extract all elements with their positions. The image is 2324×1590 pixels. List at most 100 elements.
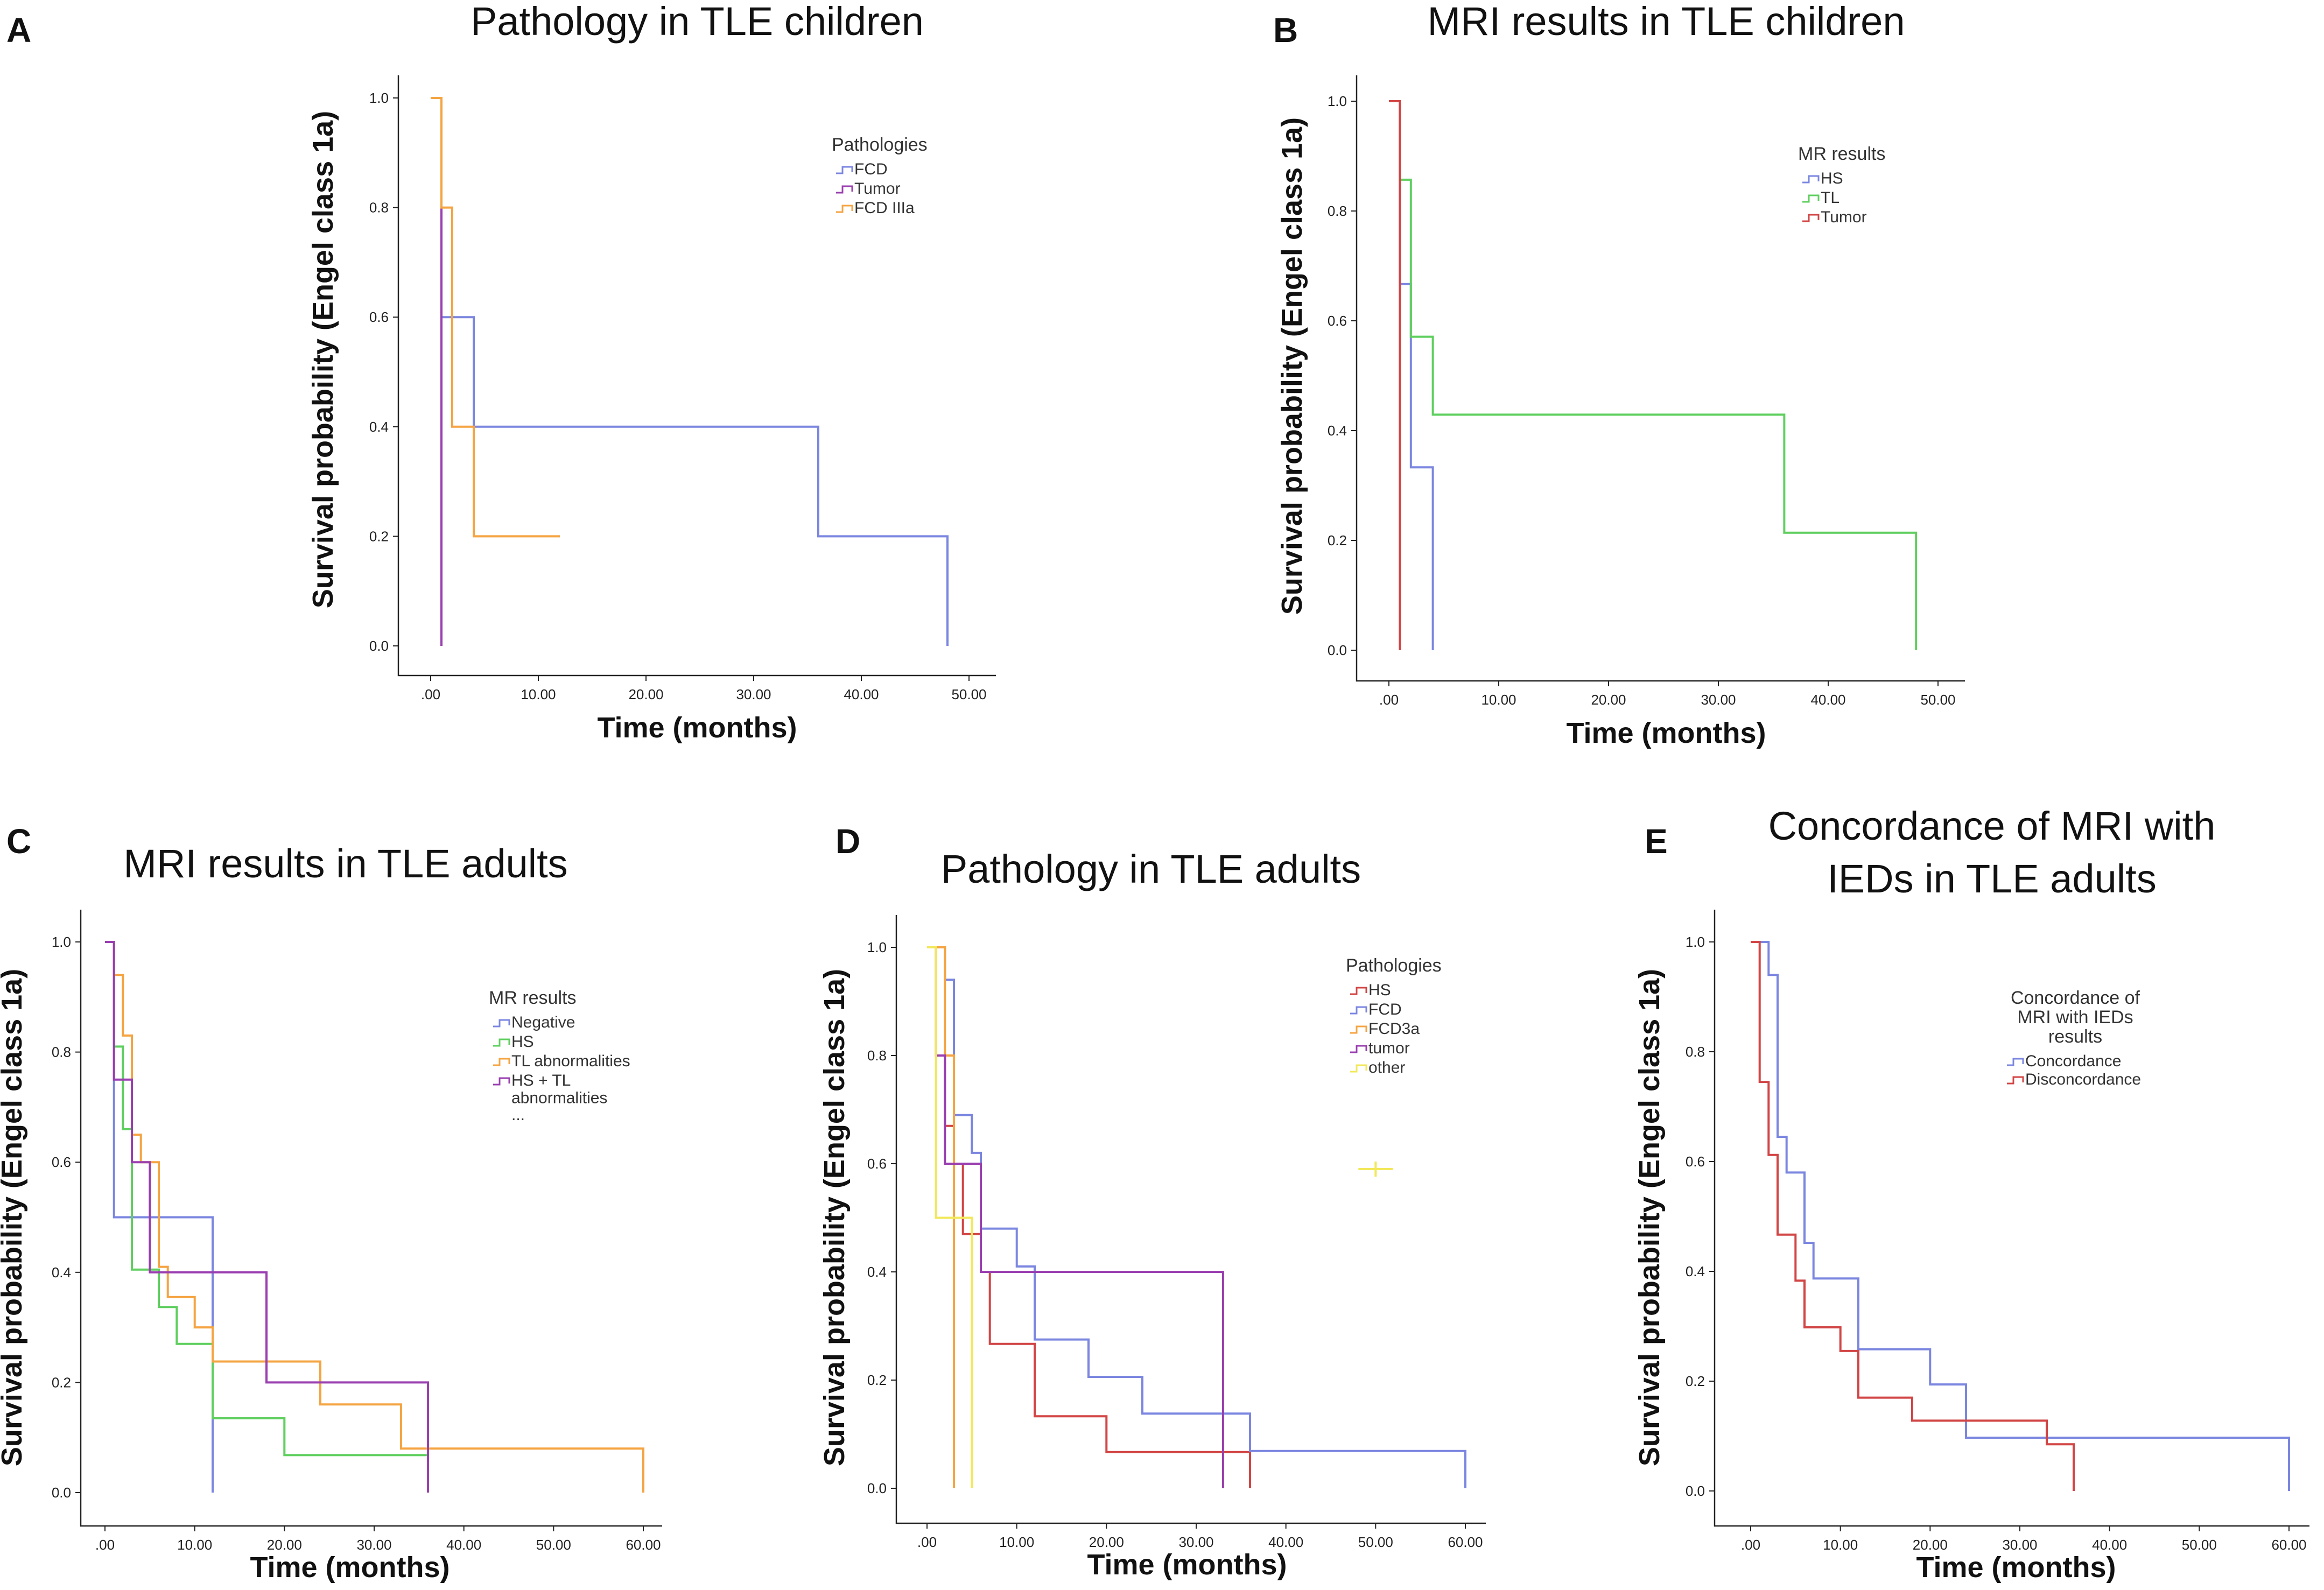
x-tick-label-a: 30.00 [736,686,771,702]
x-tick-label-c: .00 [95,1537,115,1553]
x-tick-label-d: 60.00 [1448,1534,1483,1550]
x-tick-label-d: 50.00 [1358,1534,1393,1550]
legend-swatch-d-fcd3a [1350,1025,1367,1034]
x-tick-label-c: 20.00 [267,1537,302,1553]
legend-title-e: results [2048,1026,2102,1047]
y-tick-label-d: 0.4 [867,1264,887,1280]
x-tick-label-b: 20.00 [1591,692,1626,708]
panel-label-e: E [1645,822,1668,861]
y-tick-label-a: 0.6 [369,309,389,325]
chart-title-d: Pathology in TLE adults [941,847,1361,891]
y-tick-label-d: 0.6 [867,1156,887,1172]
series-line-d-other [927,946,973,1488]
y-tick-label-a: 0.8 [369,200,389,216]
y-tick-label-e: 0.4 [1686,1263,1705,1279]
x-tick-label-d: 40.00 [1268,1534,1303,1550]
legend-label-d-hs: HS [1368,981,1391,999]
x-tick-label-b: 10.00 [1481,692,1516,708]
x-tick-label-c: 30.00 [356,1537,391,1553]
legend-title-c: MR results [489,988,576,1008]
x-tick-label-b: 30.00 [1701,692,1736,708]
y-tick-label-e: 1.0 [1686,934,1705,950]
y-tick-label-a: 0.2 [369,528,389,544]
legend-swatch-d-other [1350,1064,1367,1073]
y-axis-label-d: Survival probability (Engel class 1a) [818,969,851,1466]
y-tick-label-b: 0.4 [1328,423,1347,439]
x-axis-label-b: Time (months) [1566,717,1766,749]
axes-d [895,915,1486,1524]
series-line-c-tl-abnormalities [105,941,644,1493]
x-tick-label-e: 40.00 [2092,1537,2127,1553]
x-tick-label-d: 10.00 [999,1534,1034,1550]
x-tick-label-e: 20.00 [1913,1537,1948,1553]
x-tick-label-e: 10.00 [1823,1537,1858,1553]
series-line-d-fcd [927,946,1466,1488]
y-tick-label-c: 0.6 [52,1154,71,1170]
y-tick-label-a: 0.4 [369,419,389,435]
x-axis-label-c: Time (months) [250,1551,450,1584]
legend-label-d-fcd3a: FCD3a [1368,1020,1420,1038]
x-tick-label-e: 30.00 [2002,1537,2037,1553]
legend-more-c: ... [511,1106,525,1124]
panel-b: B MRI results in TLE children 0.0 0.2 0.4 0.6… [1273,0,1965,749]
y-tick-label-e: 0.6 [1686,1153,1705,1170]
series-line-e-concordance [1751,941,2290,1491]
legend-title-a: Pathologies [832,135,928,155]
x-tick-label-a: 10.00 [521,686,556,702]
legend-swatch-b-tl [1802,194,1820,203]
x-tick-label-a: .00 [421,686,440,702]
x-tick-label-e: .00 [1741,1537,1760,1553]
legend-label-d-other: other [1368,1059,1405,1077]
x-tick-label-b: 50.00 [1920,692,1955,708]
legend-swatch-c-tl-abnormalities [493,1058,510,1066]
y-tick-label-a: 0.0 [369,638,389,654]
panel-label-d: D [835,822,860,861]
chart-title-e-line-1: Concordance of MRI with [1768,804,2216,848]
panel-a: A Pathology in TLE children 0.0 0.2 0.4 0.6 0.… [6,0,996,744]
legend-label-b-hs: HS [1821,170,1843,187]
legend-swatch-b-hs [1802,175,1820,184]
legend-swatch-c-negative [493,1019,510,1028]
legend-label-a-fcd: FCD [854,160,888,178]
chart-title-a: Pathology in TLE children [471,0,924,44]
series-line-a-fcd-iiia [431,97,560,538]
y-tick-label-e: 0.8 [1686,1044,1705,1060]
legend-label-a-tumor: Tumor [854,180,901,198]
y-tick-label-b: 0.2 [1328,532,1347,548]
y-tick-label-d: 0.8 [867,1047,887,1064]
y-tick-label-c: 1.0 [52,934,71,950]
x-tick-label-c: 10.00 [177,1537,212,1553]
legend-swatch-a-fcd [836,166,853,174]
y-tick-label-c: 0.4 [52,1264,71,1281]
series-line-e-disconcordance [1751,941,2075,1491]
y-tick-label-b: 0.0 [1328,642,1347,658]
panel-c: C MRI results in TLE adults 0.0 0.2 0.4 0.6 0.… [0,822,662,1584]
legend-swatch-a-fcd-iiia [836,205,853,213]
series-line-c-hs-tl-abnormalities [105,941,429,1493]
series-line-c-hs [105,941,428,1457]
axes-a [397,75,996,677]
y-tick-label-e: 0.2 [1686,1373,1705,1389]
legend-label-c-hs: HS [511,1033,534,1051]
x-tick-label-b: 40.00 [1810,692,1845,708]
y-tick-label-b: 0.6 [1328,313,1347,329]
y-tick-label-b: 0.8 [1328,203,1347,219]
axes-c [80,910,662,1527]
legend-title-d: Pathologies [1346,955,1442,976]
x-tick-label-d: .00 [917,1534,937,1550]
legend-label-d-tumor: tumor [1368,1039,1410,1057]
y-axis-label-e: Survival probability (Engel class 1a) [1633,969,1666,1466]
y-tick-label-b: 1.0 [1328,93,1347,109]
panel-e: E Concordance of MRI with IEDs in TLE adul… [1633,804,2309,1584]
panel-label-c: C [6,822,31,861]
legend-title-e: Concordance of [2011,988,2140,1008]
x-tick-label-a: 40.00 [844,686,879,702]
y-tick-label-c: 0.8 [52,1044,71,1060]
legend-label-c-hs-tl-abnormalities: abnormalities [511,1089,607,1107]
